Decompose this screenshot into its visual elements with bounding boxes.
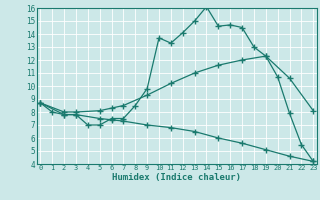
X-axis label: Humidex (Indice chaleur): Humidex (Indice chaleur) [112, 173, 241, 182]
